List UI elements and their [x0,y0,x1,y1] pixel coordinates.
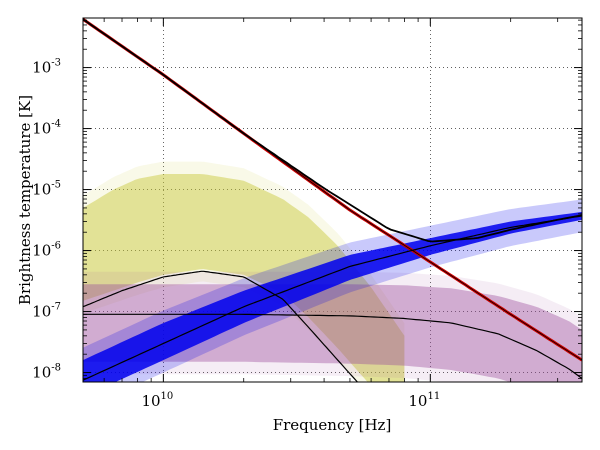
yellow-component-line [83,270,359,382]
x-axis-label: Frequency [Hz] [273,416,392,434]
y-tick-label: 10-8 [32,363,61,382]
y-tick-label: 10-5 [32,180,61,199]
grid [83,18,582,382]
series-lines [83,18,582,382]
y-tick-label: 10-3 [32,58,61,77]
y-tick-label: 10-6 [32,241,61,260]
yellow-band-halo [83,161,405,382]
plot-frame [82,17,583,383]
y-axis-label: Brightness temperature [K] [16,95,34,305]
blue-band [83,211,582,382]
tick-labels: 1010 1011 10-3 10-4 10-5 10-6 10-7 10-8 [32,58,440,410]
x-tick-label: 1010 [141,391,173,410]
purple-component-line [83,313,582,379]
blue-band-halo [83,199,582,382]
rising-powerlaw-line [83,215,582,381]
y-tick-label: 10-4 [32,119,61,138]
y-tick-label: 10-7 [32,302,61,321]
x-tick-label: 1011 [408,391,440,410]
steep-powerlaw-overlay [83,18,582,361]
yellow-band [83,174,405,382]
axis-ticks [82,18,582,383]
purple-band-halo [83,271,582,382]
uncertainty-bands [83,161,582,382]
